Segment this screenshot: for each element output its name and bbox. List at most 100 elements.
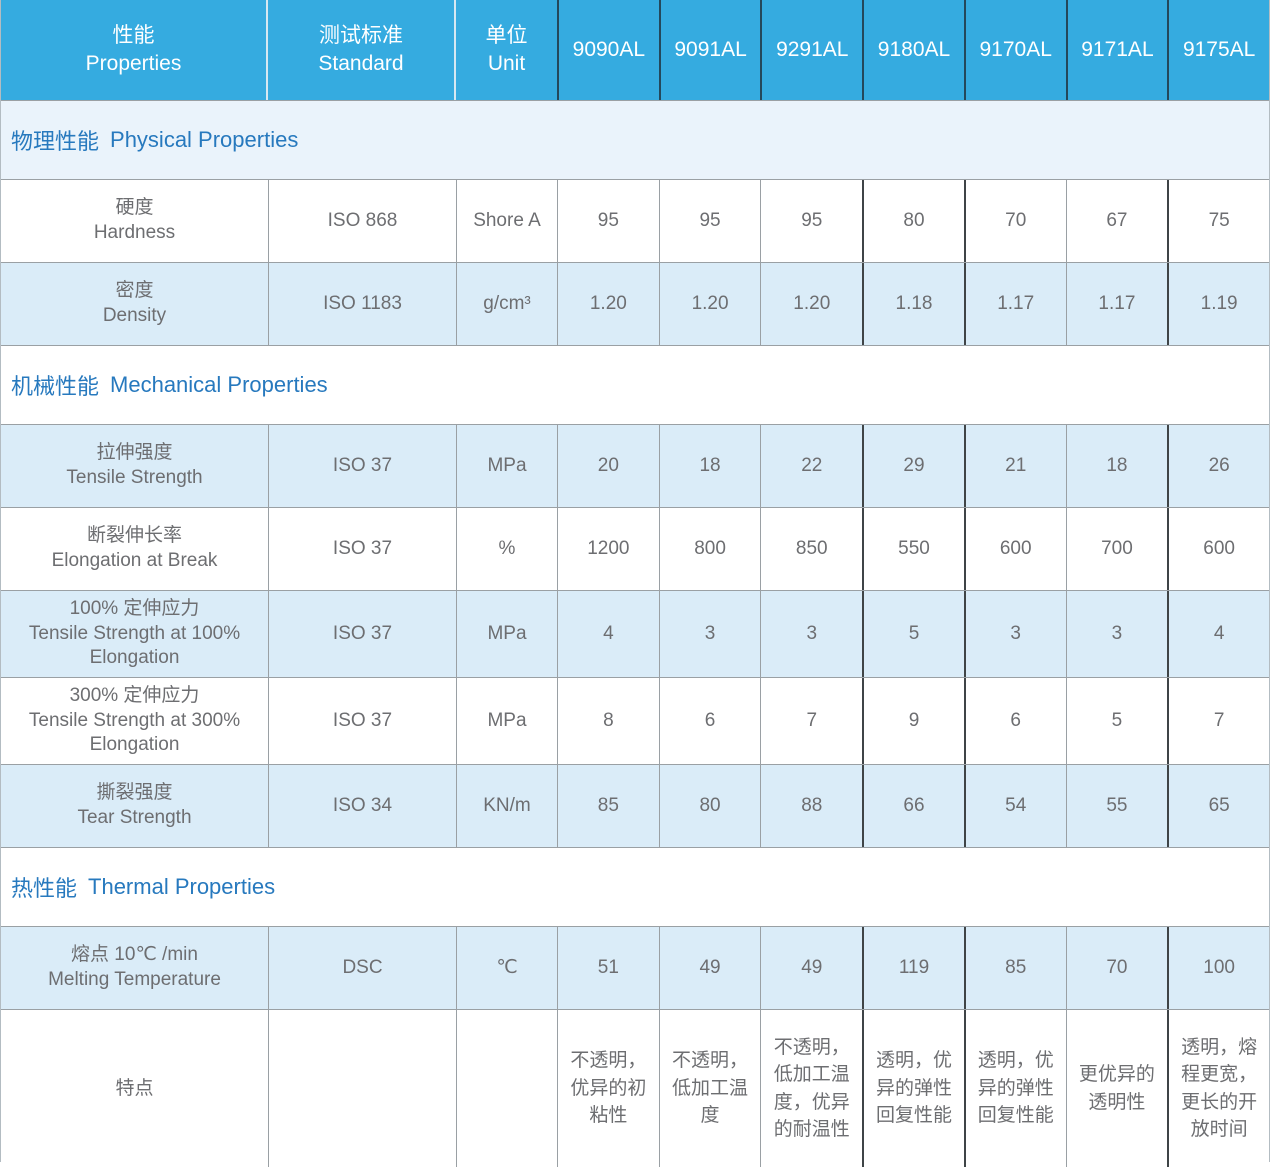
property-name-en: Tensile Strength at 300% Elongation	[28, 709, 241, 756]
grade-label: 9090AL	[572, 37, 646, 61]
property-name-zh: 熔点 10℃ /min	[71, 944, 198, 966]
value-cell: 透明，熔程更宽，更长的开放时间	[1167, 1010, 1269, 1167]
grade-label: 9171AL	[1081, 37, 1154, 61]
section-row: 热性能 Thermal Properties	[1, 847, 1269, 926]
header-grade-9171al: 9171AL	[1065, 0, 1168, 100]
value-cell: 550	[862, 508, 964, 590]
value-cell: 85	[963, 927, 1066, 1010]
section-row: 物理性能 Physical Properties	[1, 100, 1269, 179]
value-cell: 95	[557, 180, 659, 262]
property-name-en: Elongation at Break	[51, 550, 218, 571]
value-cell: 100	[1167, 927, 1269, 1010]
header-properties-en: Properties	[85, 52, 182, 75]
header-grade-9090al: 9090AL	[557, 0, 659, 100]
value-cell: 18	[658, 425, 761, 507]
header-properties-zh: 性能	[112, 23, 155, 47]
value-cell: 80	[862, 180, 964, 262]
property-cell: 密度 Density	[1, 263, 268, 345]
standard-cell: ISO 868	[268, 180, 456, 262]
value-cell: 88	[760, 765, 863, 848]
property-name-en: Melting Temperature	[48, 969, 221, 991]
property-row: 特点 不透明，优异的初粘性 不透明，低加工温度 不透明，低加工温度，优异的耐温性 透明，…	[1, 1009, 1269, 1167]
standard-cell: ISO 34	[268, 765, 456, 848]
property-row: 100% 定伸应力 Tensile Strength at 100% Elonga…	[1, 590, 1269, 678]
header-standard-zh: 测试标准	[319, 23, 403, 47]
property-name-en: Density	[102, 305, 167, 326]
value-cell: 95	[658, 180, 761, 262]
table-header-row: 性能 Properties 测试标准 Standard 单位 Unit 9090…	[1, 0, 1269, 100]
value-cell: 800	[658, 508, 761, 590]
value-cell: 1.19	[1167, 263, 1269, 345]
standard-cell: DSC	[268, 927, 456, 1010]
value-cell: 1.18	[862, 263, 964, 345]
value-cell: 不透明，低加工温度	[658, 1010, 761, 1167]
value-cell: 1200	[557, 508, 659, 590]
section-title: 机械性能 Mechanical Properties	[1, 346, 1269, 424]
value-cell: 22	[760, 425, 863, 507]
grade-label: 9091AL	[674, 37, 747, 61]
header-standard-en: Standard	[318, 52, 404, 75]
section-title-zh: 机械性能	[11, 374, 100, 399]
grade-label: 9180AL	[877, 37, 951, 61]
header-properties: 性能 Properties	[1, 0, 268, 100]
value-cell: 51	[557, 927, 659, 1010]
unit-cell: MPa	[456, 678, 557, 765]
standard-cell: ISO 37	[268, 591, 456, 678]
header-standard: 测试标准 Standard	[268, 0, 456, 100]
standard-cell	[268, 1010, 456, 1167]
value-cell: 20	[557, 425, 659, 507]
value-cell: 75	[1167, 180, 1269, 262]
property-cell: 100% 定伸应力 Tensile Strength at 100% Elonga…	[1, 591, 268, 678]
property-row: 密度 Density ISO 1183 g/cm³ 1.20 1.20 1.20 1.18 1.…	[1, 262, 1269, 345]
header-grade-9180al: 9180AL	[862, 0, 964, 100]
property-name-zh: 硬度	[115, 197, 154, 219]
property-name-zh: 断裂伸长率	[86, 525, 182, 547]
value-cell: 更优异的透明性	[1065, 1010, 1168, 1167]
header-grade-9291al: 9291AL	[760, 0, 862, 100]
value-cell: 3	[963, 591, 1066, 678]
section-title-zh: 物理性能	[11, 129, 100, 154]
value-cell: 1.20	[760, 263, 863, 345]
property-cell: 撕裂强度 Tear Strength	[1, 765, 268, 848]
value-cell: 3	[1065, 591, 1168, 678]
value-cell: 6	[963, 678, 1066, 765]
value-cell: 4	[557, 591, 659, 678]
value-cell: 700	[1065, 508, 1168, 590]
value-cell: 21	[963, 425, 1066, 507]
value-cell: 3	[658, 591, 761, 678]
property-row: 300% 定伸应力 Tensile Strength at 300% Elonga…	[1, 677, 1269, 765]
property-name-zh: 100% 定伸应力	[69, 598, 200, 619]
value-cell: 95	[760, 180, 863, 262]
property-cell: 300% 定伸应力 Tensile Strength at 300% Elonga…	[1, 678, 268, 765]
property-cell: 特点	[1, 1010, 268, 1167]
value-cell: 67	[1065, 180, 1168, 262]
grade-label: 9291AL	[776, 37, 849, 61]
property-cell: 断裂伸长率 Elongation at Break	[1, 508, 268, 590]
value-cell: 1.17	[1065, 263, 1168, 345]
property-name-zh: 300% 定伸应力	[69, 685, 200, 707]
grade-label: 9170AL	[979, 37, 1052, 61]
header-unit-zh: 单位	[485, 23, 528, 47]
value-cell: 7	[760, 678, 863, 765]
value-cell: 7	[1167, 678, 1269, 765]
property-row: 拉伸强度 Tensile Strength ISO 37 MPa 20 18 22 29 21 1…	[1, 424, 1269, 507]
header-grade-9175al: 9175AL	[1167, 0, 1269, 100]
property-name-zh: 撕裂强度	[96, 782, 173, 804]
grade-label: 9175AL	[1182, 37, 1256, 61]
value-cell: 5	[862, 591, 964, 678]
value-cell: 49	[658, 927, 761, 1010]
unit-cell: MPa	[456, 591, 557, 678]
property-name-zh: 密度	[115, 280, 154, 302]
value-cell: 65	[1167, 765, 1269, 848]
value-cell: 1.20	[557, 263, 659, 345]
value-cell: 5	[1065, 678, 1168, 765]
unit-cell: KN/m	[456, 765, 557, 848]
value-cell: 26	[1167, 425, 1269, 507]
value-cell: 55	[1065, 765, 1168, 848]
value-cell: 透明，优异的弹性回复性能	[963, 1010, 1066, 1167]
property-name-zh: 拉伸强度	[96, 442, 173, 464]
header-grade-9170al: 9170AL	[963, 0, 1066, 100]
value-cell: 29	[862, 425, 964, 507]
value-cell: 600	[1167, 508, 1269, 590]
